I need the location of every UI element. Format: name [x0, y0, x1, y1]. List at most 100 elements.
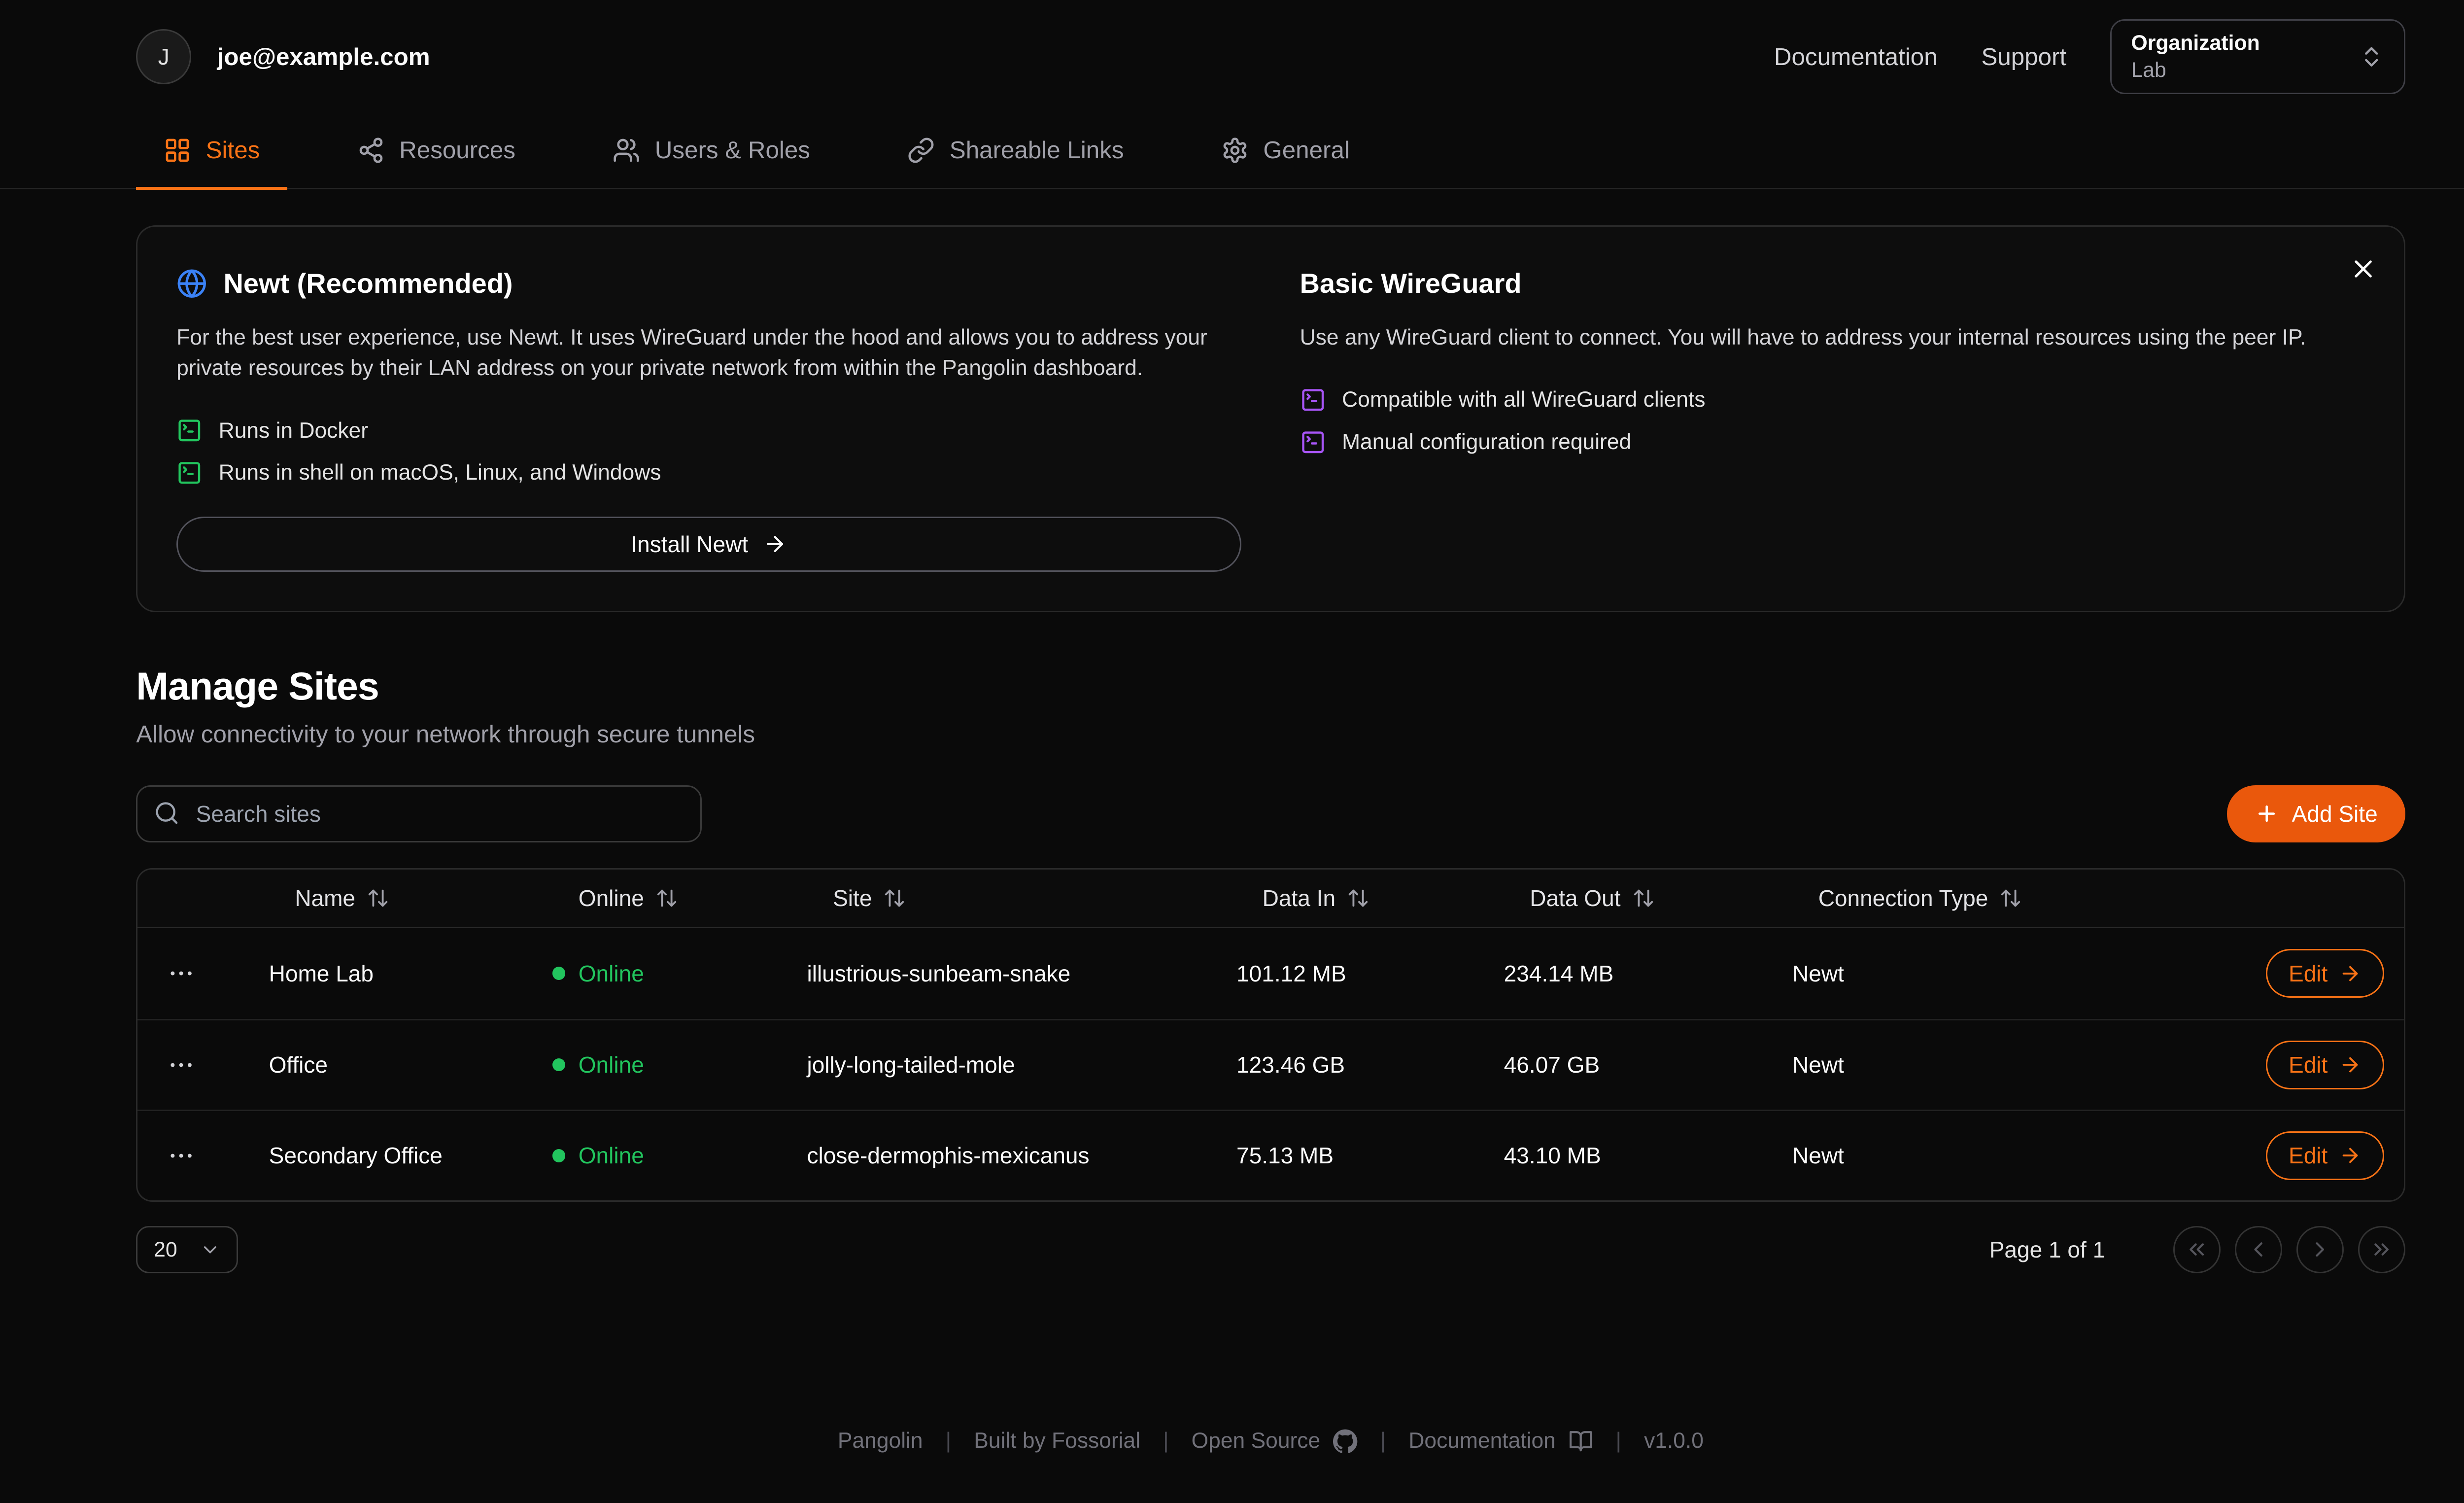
- pager-nav: [2173, 1226, 2405, 1273]
- data-out-value: 234.14 MB: [1504, 960, 1614, 986]
- search-box: [136, 785, 702, 842]
- footer-documentation-link[interactable]: Documentation: [1408, 1429, 1593, 1453]
- avatar-initial: J: [158, 44, 170, 70]
- topbar: J joe@example.com Documentation Support …: [0, 0, 2464, 113]
- close-icon[interactable]: [2345, 251, 2381, 286]
- column-header-online[interactable]: Online: [527, 885, 781, 911]
- data-in-value: 101.12 MB: [1236, 960, 1346, 986]
- next-page-icon[interactable]: [2296, 1226, 2344, 1273]
- column-header-connection-type[interactable]: Connection Type: [1766, 885, 2202, 911]
- newt-feature: Runs in Docker: [176, 410, 1241, 452]
- gear-icon: [1223, 137, 1247, 163]
- terminal-icon: [178, 419, 201, 442]
- connection-type-value: Newt: [1792, 1143, 1844, 1169]
- page-info: Page 1 of 1: [1989, 1237, 2106, 1263]
- feature-label: Compatible with all WireGuard clients: [1342, 387, 1706, 412]
- chevron-down-icon: [204, 1246, 216, 1254]
- avatar[interactable]: J: [136, 29, 192, 84]
- wireguard-title: Basic WireGuard: [1300, 268, 1522, 299]
- last-page-icon[interactable]: [2358, 1226, 2405, 1273]
- table-body: Home Lab Online illustrious-sunbeam-snak…: [137, 928, 2404, 1201]
- add-site-label: Add Site: [2292, 801, 2378, 827]
- documentation-link[interactable]: Documentation: [1774, 43, 1938, 70]
- separator: [946, 1429, 952, 1453]
- install-newt-button[interactable]: Install Newt: [176, 516, 1242, 572]
- first-page-icon[interactable]: [2173, 1226, 2221, 1273]
- sort-icon: [885, 889, 904, 907]
- search-input[interactable]: [136, 785, 702, 842]
- wireguard-feature: Manual configuration required: [1300, 421, 2365, 463]
- tab-users-roles[interactable]: Users & Roles: [585, 113, 838, 190]
- status-badge: Online: [552, 1142, 781, 1169]
- column-header-site[interactable]: Site: [781, 885, 1211, 911]
- user-email: joe@example.com: [217, 43, 430, 70]
- sites-table: Name Online Site Data In Data Out Connec…: [136, 868, 2405, 1202]
- add-site-button[interactable]: Add Site: [2227, 785, 2405, 842]
- status-badge: Online: [552, 960, 781, 987]
- sort-icon: [1348, 889, 1368, 907]
- connection-type-value: Newt: [1792, 1052, 1844, 1078]
- tab-label: Users & Roles: [654, 136, 810, 164]
- manage-sites-section: Manage Sites Allow connectivity to your …: [136, 664, 2405, 748]
- org-selector[interactable]: Organization Lab: [2110, 19, 2405, 94]
- page-subtitle: Allow connectivity to your network throu…: [136, 720, 755, 748]
- newt-description: For the best user experience, use Newt. …: [176, 325, 1207, 380]
- plus-icon: [2259, 805, 2275, 822]
- pagination-bar: 20 Page 1 of 1: [136, 1226, 2405, 1273]
- tab-label: General: [1263, 136, 1350, 164]
- online-dot-icon: [552, 1149, 566, 1162]
- edit-button[interactable]: Edit: [2266, 1131, 2385, 1180]
- feature-label: Manual configuration required: [1342, 429, 1632, 454]
- user-info: J joe@example.com: [136, 29, 430, 84]
- tab-general[interactable]: General: [1194, 113, 1377, 190]
- tab-shareable-links[interactable]: Shareable Links: [880, 113, 1151, 190]
- table-row: Office Online jolly-long-tailed-mole 123…: [137, 1018, 2404, 1110]
- org-selector-text: Organization Lab: [2131, 30, 2259, 84]
- site-slug: illustrious-sunbeam-snake: [807, 960, 1071, 986]
- terminal-icon: [1301, 431, 1324, 453]
- status-badge: Online: [552, 1051, 781, 1078]
- support-link[interactable]: Support: [1981, 43, 2067, 70]
- column-header-data-in[interactable]: Data In: [1210, 885, 1478, 911]
- sort-icon: [2001, 889, 2020, 907]
- data-out-value: 43.10 MB: [1504, 1143, 1601, 1169]
- previous-page-icon[interactable]: [2235, 1226, 2282, 1273]
- table-row: Home Lab Online illustrious-sunbeam-snak…: [137, 928, 2403, 1019]
- edit-button[interactable]: Edit: [2266, 949, 2385, 998]
- search-icon: [154, 800, 180, 826]
- footer-open-source-link[interactable]: Open Source: [1192, 1429, 1358, 1453]
- arrow-right-icon: [767, 536, 783, 553]
- connection-type-value: Newt: [1792, 960, 1844, 986]
- edit-button[interactable]: Edit: [2266, 1040, 2385, 1089]
- data-in-value: 123.46 GB: [1236, 1052, 1345, 1078]
- install-newt-label: Install Newt: [631, 531, 749, 557]
- terminal-icon: [1301, 389, 1324, 411]
- sort-icon: [368, 889, 388, 907]
- sort-icon: [657, 889, 677, 907]
- newt-feature: Runs in shell on macOS, Linux, and Windo…: [176, 452, 1241, 494]
- row-actions-icon[interactable]: [157, 1135, 206, 1177]
- sites-toolbar: Add Site: [136, 785, 2405, 842]
- main-nav: Sites Resources Users & Roles Shareable …: [0, 113, 2464, 190]
- row-actions-icon[interactable]: [157, 1044, 206, 1086]
- page-title: Manage Sites: [136, 664, 379, 708]
- separator: [1380, 1429, 1386, 1453]
- column-header-data-out[interactable]: Data Out: [1478, 885, 1766, 911]
- feature-label: Runs in Docker: [218, 418, 369, 443]
- arrow-right-icon: [2343, 966, 2358, 981]
- newt-title: Newt (Recommended): [223, 268, 513, 299]
- page-size-select[interactable]: 20: [136, 1226, 239, 1273]
- wireguard-panel: Basic WireGuard Use any WireGuard client…: [1300, 266, 2365, 572]
- tab-label: Resources: [399, 136, 515, 164]
- terminal-icon: [178, 462, 201, 484]
- feature-label: Runs in shell on macOS, Linux, and Windo…: [218, 460, 661, 485]
- site-slug: close-dermophis-mexicanus: [807, 1143, 1090, 1169]
- tab-sites[interactable]: Sites: [136, 113, 288, 190]
- sites-grid-icon: [166, 139, 189, 162]
- separator: [1163, 1429, 1169, 1453]
- row-actions-icon[interactable]: [157, 952, 206, 995]
- tab-resources[interactable]: Resources: [330, 113, 543, 190]
- arrow-right-icon: [2343, 1148, 2358, 1163]
- site-name: Secondary Office: [269, 1143, 443, 1169]
- column-header-name[interactable]: Name: [241, 885, 527, 911]
